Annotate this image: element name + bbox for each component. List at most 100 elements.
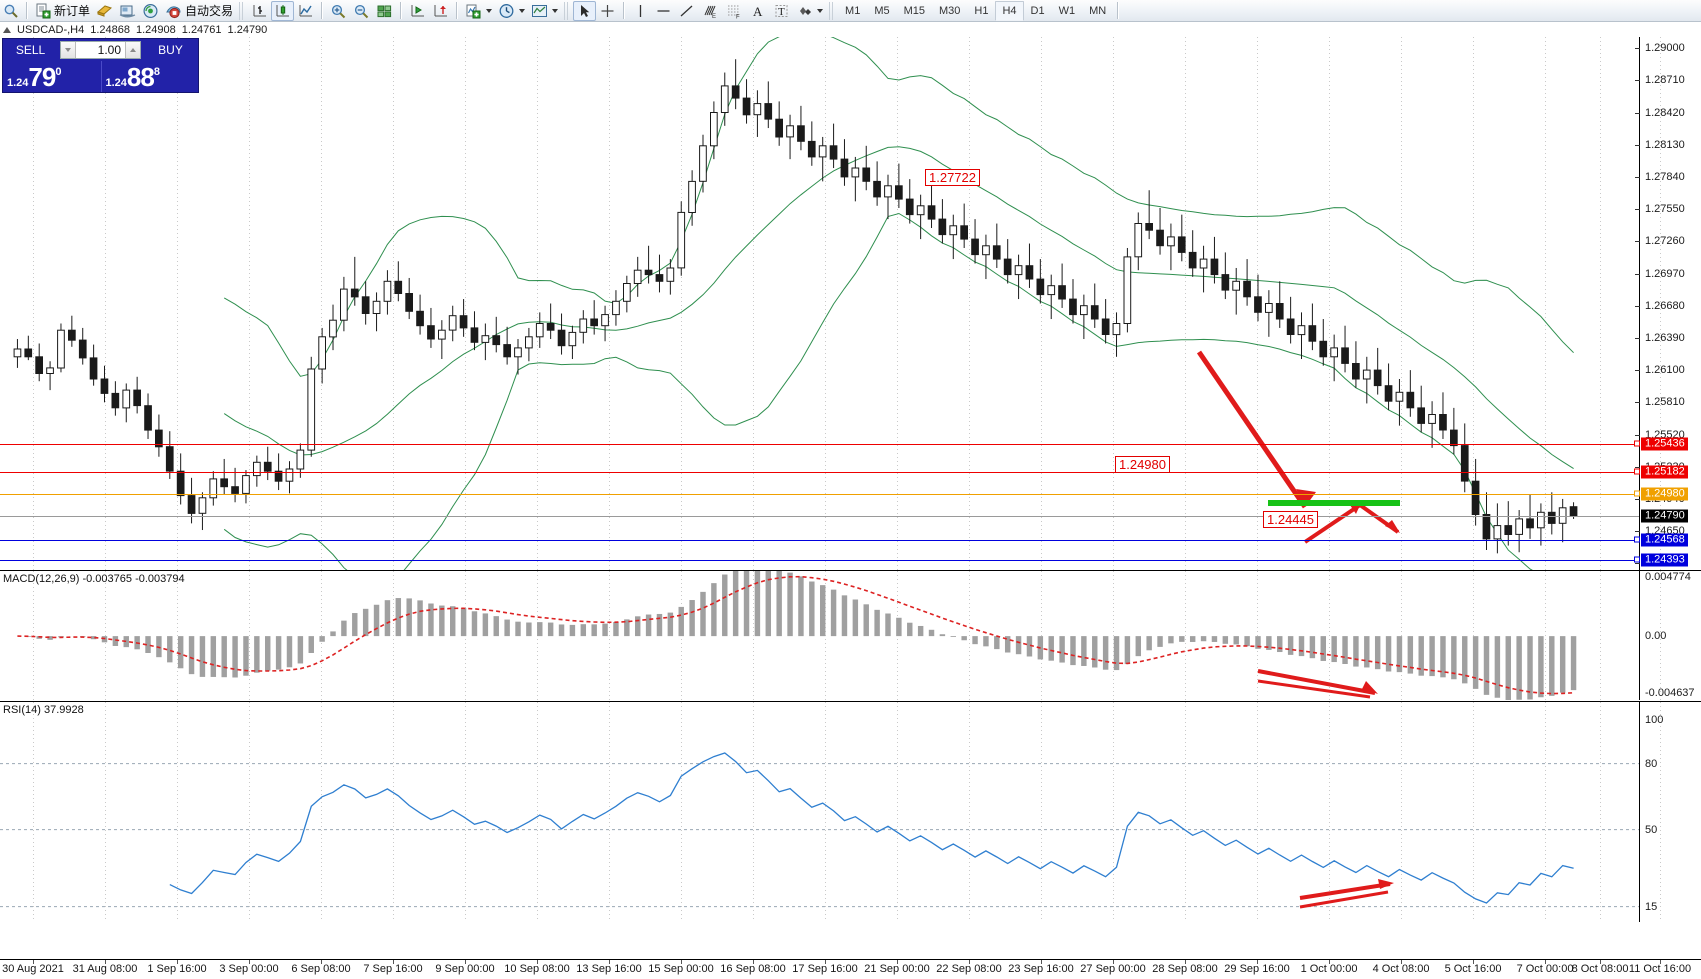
buy-price-display[interactable]: 1.24 88 8 xyxy=(100,61,199,92)
toolbar-separator xyxy=(456,2,459,19)
templates-icon[interactable] xyxy=(528,1,551,21)
fibonacci-icon[interactable]: F xyxy=(722,1,746,21)
level-handle[interactable] xyxy=(1634,536,1640,543)
cursor-icon[interactable] xyxy=(573,0,597,21)
trendline-icon[interactable] xyxy=(675,1,698,21)
timeframe-m1[interactable]: M1 xyxy=(845,4,861,17)
level-line-support-2[interactable] xyxy=(0,559,1639,561)
horizontal-line-icon[interactable] xyxy=(652,1,675,21)
templates-dropdown-icon[interactable] xyxy=(552,8,559,13)
level-handle[interactable] xyxy=(1634,440,1640,447)
price-tag-resistance-1[interactable]: 1.25436 xyxy=(1634,437,1688,451)
rsi-pane[interactable]: RSI(14) 37.9928 100 80 50 15 xyxy=(0,701,1701,922)
price-scale-label: 1.29000 xyxy=(1645,42,1685,55)
level-line-pivot[interactable] xyxy=(0,494,1639,496)
price-tag-support-1[interactable]: 1.24568 xyxy=(1634,533,1688,547)
level-handle[interactable] xyxy=(1634,468,1640,475)
line-chart-icon[interactable] xyxy=(294,1,317,21)
signals-icon[interactable] xyxy=(139,1,162,21)
timeframe-m15[interactable]: M15 xyxy=(903,4,925,17)
grid-line xyxy=(177,37,178,570)
price-tag-support-2[interactable]: 1.24393 xyxy=(1634,553,1688,567)
label-low[interactable]: 1.24445 xyxy=(1263,511,1318,528)
toolbar-grip[interactable] xyxy=(829,1,836,20)
volume-stepper[interactable]: 1.00 xyxy=(60,41,141,59)
collapse-icon[interactable] xyxy=(3,26,11,33)
macd-scale-label: 0.004774 xyxy=(1645,571,1691,584)
level-line-current-price[interactable] xyxy=(0,515,1639,517)
tile-windows-icon[interactable] xyxy=(373,1,396,21)
level-line-resistance-2[interactable] xyxy=(0,472,1639,474)
shift-end-icon[interactable] xyxy=(406,1,429,21)
text-icon[interactable]: A xyxy=(746,1,770,21)
price-tag-pivot[interactable]: 1.24980 xyxy=(1634,487,1688,501)
toolbar-grip[interactable] xyxy=(239,1,246,20)
label-high[interactable]: 1.27722 xyxy=(925,169,980,186)
candlestick-chart-icon[interactable] xyxy=(271,0,295,21)
grid-line xyxy=(537,37,538,570)
macd-pane[interactable]: MACD(12,26,9) -0.003765 -0.003794 0.0047… xyxy=(0,570,1701,700)
crosshair-icon[interactable] xyxy=(596,1,619,21)
chevron-down-icon xyxy=(65,48,71,52)
level-handle[interactable] xyxy=(1634,490,1640,497)
indicators-dropdown-icon[interactable] xyxy=(486,8,493,13)
vertical-line-icon[interactable] xyxy=(629,1,652,21)
label-icon[interactable]: T xyxy=(770,1,793,21)
sell-button[interactable]: SELL xyxy=(15,43,46,57)
time-axis-label: 11 Oct 16:00 xyxy=(1628,963,1692,975)
timeframe-h1[interactable]: H1 xyxy=(974,4,989,17)
price-scale-label: 1.28710 xyxy=(1645,74,1685,87)
shapes-dropdown-icon[interactable] xyxy=(817,8,824,13)
ohlc-high: 1.24908 xyxy=(136,23,176,36)
shapes-icon[interactable] xyxy=(793,1,816,21)
grid-line xyxy=(1041,571,1042,700)
timeframe-d1[interactable]: D1 xyxy=(1030,4,1045,17)
volume-input[interactable]: 1.00 xyxy=(97,43,121,57)
timeframe-w1[interactable]: W1 xyxy=(1058,4,1076,17)
price-tick xyxy=(1635,209,1640,211)
period-icon[interactable] xyxy=(495,1,518,21)
timeframe-m30[interactable]: M30 xyxy=(939,4,961,17)
time-axis[interactable]: 30 Aug 2021 31 Aug 08:00 1 Sep 16:00 3 Sep … xyxy=(0,959,1701,979)
level-line-support-1[interactable] xyxy=(0,540,1639,542)
level-handle[interactable] xyxy=(1634,556,1640,563)
zoom-in-icon[interactable] xyxy=(327,1,350,21)
search-icon[interactable] xyxy=(0,1,22,21)
grid-line xyxy=(681,702,682,922)
buy-button[interactable]: BUY xyxy=(158,43,183,57)
auto-scroll-icon[interactable] xyxy=(429,1,452,21)
news-icon[interactable] xyxy=(116,1,139,21)
sell-price-display[interactable]: 1.24 79 0 xyxy=(3,61,101,92)
period-dropdown-icon[interactable] xyxy=(519,8,526,13)
price-tag-resistance-2[interactable]: 1.25182 xyxy=(1634,465,1688,479)
symbol-name: USDCAD-,H4 xyxy=(17,23,85,36)
elliott-wave-icon[interactable]: E xyxy=(698,1,722,21)
timeframe-m5[interactable]: M5 xyxy=(874,4,890,17)
autotrading-button[interactable]: 自动交易 xyxy=(162,1,236,21)
level-line-resistance-1[interactable] xyxy=(0,443,1639,445)
timeframe-mn[interactable]: MN xyxy=(1089,4,1107,17)
volume-decrement-button[interactable] xyxy=(61,42,76,58)
grid-line xyxy=(1113,571,1114,700)
label-pivot[interactable]: 1.24980 xyxy=(1115,456,1170,473)
price-tag-current-price[interactable]: 1.24790 xyxy=(1641,509,1688,523)
macd-scale-label: -0.004637 xyxy=(1645,687,1695,700)
ohlc-open: 1.24868 xyxy=(90,23,130,36)
history-icon[interactable] xyxy=(93,1,116,21)
buy-price-big: 88 xyxy=(126,62,155,92)
chart-area[interactable]: 1.29000 1.28710 1.28420 1.28130 1.27840 1.275… xyxy=(0,37,1701,979)
indicators-icon[interactable] xyxy=(462,1,485,21)
grid-line xyxy=(825,571,826,700)
zoom-out-icon[interactable] xyxy=(350,1,373,21)
autotrading-label: 自动交易 xyxy=(185,4,234,18)
rsi-scale-label: 50 xyxy=(1645,823,1658,836)
volume-increment-button[interactable] xyxy=(125,42,140,58)
timeframe-h4[interactable]: H4 xyxy=(995,0,1024,21)
time-axis-label: 22 Sep 08:00 xyxy=(936,963,1002,975)
grid-line xyxy=(1600,37,1601,570)
grid-line xyxy=(465,702,466,922)
bar-chart-icon[interactable] xyxy=(248,1,271,21)
toolbar-grip[interactable] xyxy=(564,1,571,20)
new-order-button[interactable]: 新订单 xyxy=(32,1,93,21)
price-pane[interactable]: 1.29000 1.28710 1.28420 1.28130 1.27840 1.275… xyxy=(0,37,1701,570)
